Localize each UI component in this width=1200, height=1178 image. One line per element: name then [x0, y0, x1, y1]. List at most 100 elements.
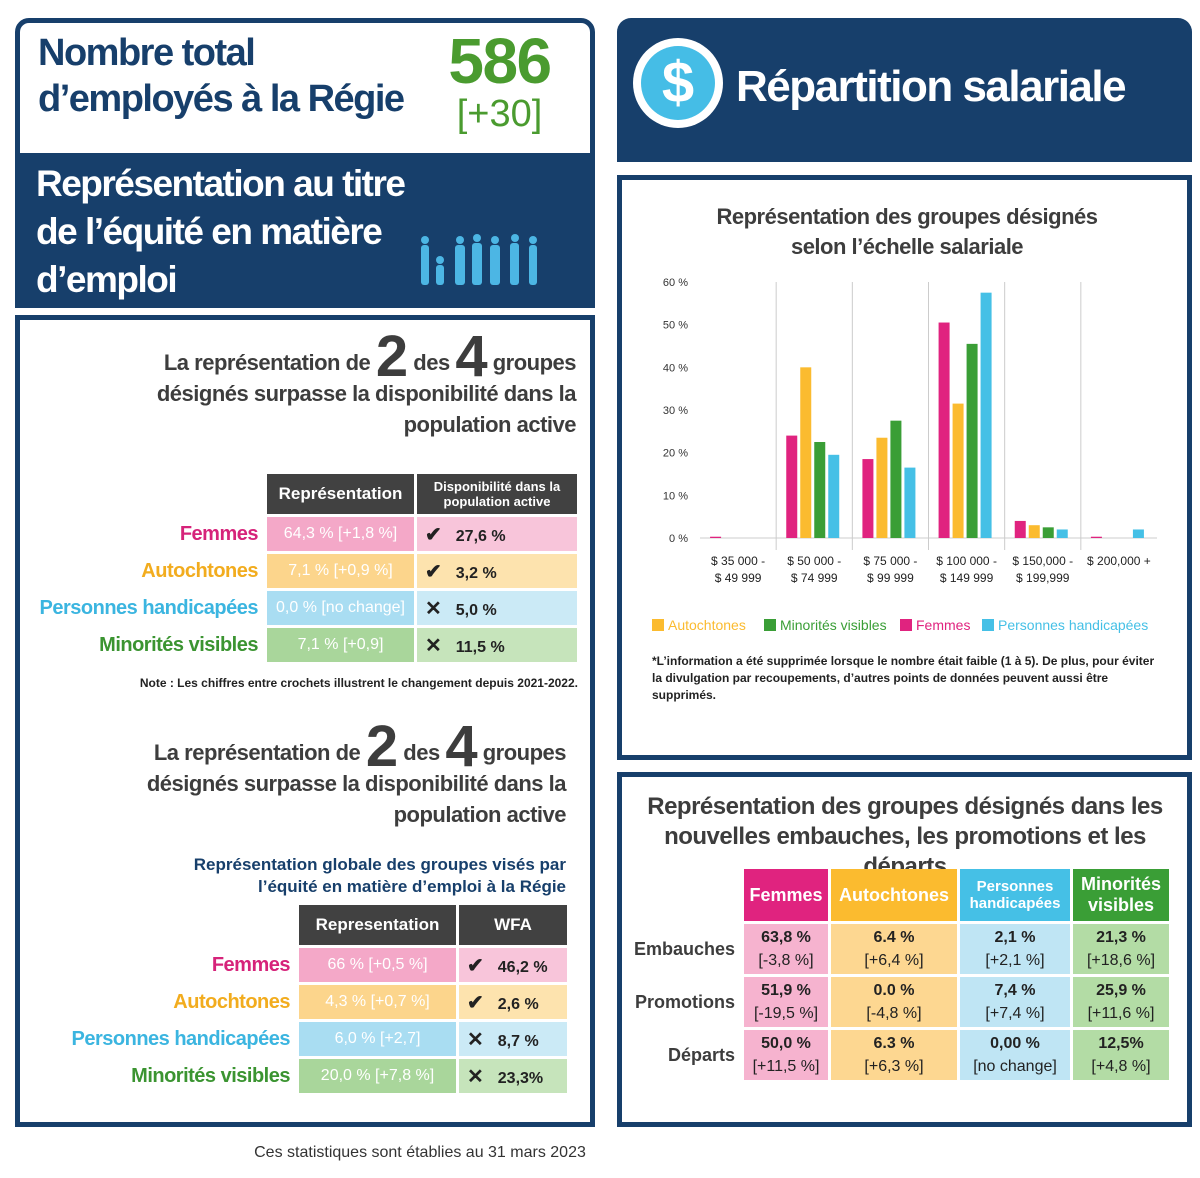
representation-cell: 0,0 % [no change] — [267, 591, 414, 625]
table-row: Départs 50,0 % [+11,5 %] 6.3 % [+6,3 %] 0,00 … — [631, 1030, 1169, 1080]
legend-swatch — [982, 619, 994, 631]
availability-cell: ✕ 8,7 % — [459, 1022, 567, 1056]
y-tick-label: 0 % — [669, 533, 688, 545]
movement-cell: 51,9 % [-19,5 %] — [744, 977, 828, 1027]
cell-value: 50,0 % — [761, 1035, 811, 1052]
bar — [952, 403, 964, 538]
column-header: Autochtones — [831, 869, 957, 921]
section2-subtitle: Représentation globale des groupes visés… — [193, 855, 566, 896]
column-header: Représentation — [267, 474, 414, 514]
availability-value: 5,0 % — [455, 601, 497, 619]
bar — [710, 536, 722, 538]
y-tick-label: 60 % — [663, 277, 688, 289]
movements-title: Représentation des groupes désignés dans… — [647, 793, 1163, 880]
status-mark: ✕ — [467, 1065, 484, 1088]
cell-value: 25,9 % — [1096, 982, 1146, 999]
legend-label: Minorités visibles — [780, 617, 887, 633]
cell-value: 63,8 % — [761, 929, 811, 946]
availability-cell: ✔ 46,2 % — [459, 948, 567, 982]
salary-icon: $ — [641, 46, 715, 120]
bar — [828, 454, 840, 538]
heading-lead: La représentation de — [163, 350, 371, 375]
y-tick-label: 50 % — [663, 320, 688, 332]
status-mark: ✕ — [425, 634, 442, 657]
legend-swatch — [652, 619, 664, 631]
movement-cell: 7,4 % [+7,4 %] — [960, 977, 1070, 1027]
group-label: Femmes — [179, 522, 259, 545]
chart: 0 % 10 % 20 % 30 % 40 % 50 % 60 % Autochtones Mi… — [652, 277, 1157, 633]
movements-table: Femmes Autochtones Personnes handicapées Mi… — [628, 866, 1172, 1083]
column-header: Disponibilité dans la population active — [417, 474, 577, 514]
availability-cell: ✕ 11,5 % — [417, 628, 577, 662]
heading-lead: La représentation de — [153, 740, 361, 765]
legend-swatch — [764, 619, 776, 631]
representation-cell: 7,1 % [+0,9 %] — [267, 554, 414, 588]
group-label: Minorités visibles — [99, 633, 258, 656]
cell-value: 2,1 % — [994, 929, 1036, 946]
legend-label: Femmes — [916, 617, 970, 633]
cell-change: [+2,1 %] — [985, 952, 1045, 969]
status-mark: ✕ — [425, 597, 442, 620]
heading-rest: groupes désignés surpasse la disponibili… — [156, 350, 577, 437]
availability-cell: ✔ 27,6 % — [417, 517, 577, 551]
salary-title: Répartition salariale — [736, 62, 1127, 111]
x-tick-label: $ 100 000 - $ 149 999 — [936, 554, 997, 585]
cell-value: 7,4 % — [994, 982, 1036, 999]
cell-change: [+11,6 %] — [1087, 1005, 1155, 1022]
group-label: Personnes handicapées — [71, 1027, 291, 1050]
equity-banner-text: Représentation au titre de l’équité en m… — [36, 163, 406, 300]
table-row: Minorités visibles 20,0 % [+7,8 %] ✕ 23,3% — [72, 1059, 567, 1093]
bar — [1042, 527, 1054, 538]
bar — [800, 367, 812, 538]
chart-panel: Représentation des groupes désignés selo… — [617, 175, 1192, 760]
movement-cell: 6.4 % [+6,4 %] — [831, 924, 957, 974]
heading-mid: des — [403, 740, 440, 765]
column-header: WFA — [459, 905, 567, 945]
legend-swatch — [900, 619, 912, 631]
cell-change: [-4,8 %] — [866, 1005, 922, 1022]
bar — [862, 459, 874, 538]
table-row: Minorités visibles 7,1 % [+0,9] ✕ 11,5 % — [40, 628, 577, 662]
header-row: Représentation Disponibilité dans la popu… — [40, 474, 577, 514]
bar — [1028, 525, 1040, 538]
movement-cell: 0,00 % [no change] — [960, 1030, 1070, 1080]
bar — [1132, 529, 1144, 538]
chart-footnote: *L’information a été supprimée lorsque l… — [652, 654, 1155, 702]
employees-total: 586 — [448, 25, 552, 97]
cell-value: 0.0 % — [873, 982, 915, 999]
x-tick-label: $ 75 000 - $ 99 999 — [863, 554, 918, 585]
row-label: Embauches — [633, 938, 735, 959]
bar — [876, 437, 888, 538]
movement-cell: 0.0 % [-4,8 %] — [831, 977, 957, 1027]
legend-label: Personnes handicapées — [998, 617, 1148, 633]
cell-change: [no change] — [973, 1058, 1057, 1075]
y-tick-label: 30 % — [663, 405, 688, 417]
bar — [1014, 520, 1026, 538]
availability-cell: ✔ 2,6 % — [459, 985, 567, 1019]
section1-table-wrap: Représentation Disponibilité dans la popu… — [30, 471, 580, 665]
employees-change: [+30] — [456, 93, 543, 135]
movement-cell: 50,0 % [+11,5 %] — [744, 1030, 828, 1080]
y-tick-label: 40 % — [663, 362, 688, 374]
availability-cell: ✕ 23,3% — [459, 1059, 567, 1093]
column-header: Personnes handicapées — [960, 869, 1070, 921]
section1-heading: La représentation de 2 des 4 groupes dés… — [110, 328, 577, 440]
representation-cell: 6,0 % [+2,7] — [299, 1022, 456, 1056]
group-label: Autochtones — [173, 990, 290, 1013]
people-icon — [421, 234, 537, 285]
x-tick-label: $ 35 000 - $ 49 999 — [711, 554, 766, 585]
cell-value: 6.4 % — [873, 929, 915, 946]
cell-change: [-19,5 %] — [753, 1005, 819, 1022]
availability-value: 2,6 % — [497, 995, 539, 1013]
group-label: Personnes handicapées — [39, 596, 259, 619]
availability-value: 23,3% — [497, 1069, 544, 1087]
movement-cell: 2,1 % [+2,1 %] — [960, 924, 1070, 974]
row-label: Départs — [667, 1044, 735, 1065]
heading-rest: groupes désignés surpasse la disponibili… — [146, 740, 567, 827]
movement-cell: 6.3 % [+6,3 %] — [831, 1030, 957, 1080]
section1-note: Note : Les chiffres entre crochets illus… — [139, 676, 578, 690]
cell-value: 0,00 % — [990, 1035, 1040, 1052]
representation-cell: 20,0 % [+7,8 %] — [299, 1059, 456, 1093]
table-row: Autochtones 7,1 % [+0,9 %] ✔ 3,2 % — [40, 554, 577, 588]
